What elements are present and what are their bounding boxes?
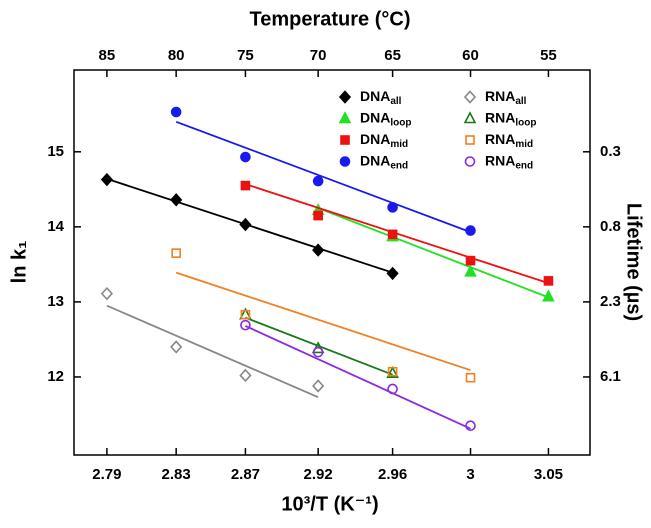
point (312, 243, 325, 257)
point (387, 202, 398, 213)
x2-tick-label: 55 (540, 47, 557, 64)
point (465, 225, 476, 236)
point (386, 365, 399, 378)
point (312, 346, 324, 358)
point (464, 264, 477, 277)
legend-subscript: all (390, 96, 401, 107)
point (465, 255, 476, 266)
x-tick-label: 3 (466, 466, 474, 483)
point (170, 106, 182, 118)
point (463, 111, 477, 124)
legend-name: RNA (485, 131, 515, 147)
legend-label: DNAmid (360, 131, 408, 150)
x2-tick-label: 60 (462, 47, 479, 64)
legend-subscript: mid (390, 139, 408, 150)
fit-line (245, 325, 471, 430)
point (240, 151, 251, 163)
point (313, 210, 323, 221)
y2-tick-label: 0.8 (600, 218, 621, 235)
point (338, 90, 352, 104)
point (100, 172, 113, 187)
fit-line (175, 120, 471, 233)
x-tick-label: 2.79 (92, 466, 121, 483)
legend-subscript: loop (515, 117, 536, 128)
x-axis-label: 10³/T (K⁻¹) (281, 493, 378, 515)
legend-name: RNA (485, 109, 515, 125)
y2-axis-label: Lifetime (µs) (623, 203, 645, 321)
point (100, 286, 113, 301)
x2-tick-label: 80 (168, 47, 185, 64)
legend-name: RNA (485, 152, 515, 168)
legend-name: DNA (360, 152, 390, 168)
chart-title: Temperature (°C) (250, 8, 411, 30)
x-tick-label: 2.87 (231, 466, 260, 483)
point (239, 368, 252, 383)
plot-frame (73, 69, 591, 456)
point (465, 135, 475, 145)
y-tick-label: 15 (47, 143, 64, 160)
legend-subscript: loop (390, 117, 411, 128)
x2-tick-label: 70 (310, 47, 327, 64)
legend-label: DNAloop (360, 109, 411, 128)
x-tick-label: 3.05 (534, 466, 563, 483)
point (386, 266, 399, 281)
legend-label: RNAall (485, 88, 527, 107)
legend-name: DNA (360, 131, 390, 147)
y-tick-label: 12 (47, 368, 64, 385)
y2-tick-label: 2.3 (600, 293, 621, 310)
legend-name: DNA (360, 109, 390, 125)
point (387, 366, 398, 377)
point (170, 193, 183, 207)
x2-tick-label: 85 (99, 47, 116, 64)
fit-line (317, 207, 549, 299)
legend-label: DNAall (360, 88, 402, 107)
point (465, 372, 476, 383)
point (338, 111, 352, 124)
y2-tick-label: 0.3 (600, 143, 621, 160)
point (239, 217, 252, 232)
x-tick-label: 2.96 (378, 466, 407, 483)
legend-subscript: mid (515, 139, 533, 150)
fit-line (175, 271, 471, 372)
point (463, 90, 477, 104)
point (170, 340, 183, 354)
x-tick-label: 2.92 (304, 466, 333, 483)
point (387, 383, 398, 395)
fit-line (106, 304, 319, 399)
point (240, 180, 251, 191)
point (312, 379, 325, 393)
point (543, 276, 554, 286)
point (340, 135, 350, 145)
x2-tick-label: 75 (237, 47, 254, 64)
point (312, 175, 324, 187)
point (339, 156, 351, 167)
y-axis-label: ln k₁ (8, 241, 30, 284)
legend-subscript: end (390, 160, 408, 171)
legend-subscript: all (515, 96, 526, 107)
y-tick-label: 13 (47, 293, 64, 310)
point (240, 309, 251, 320)
x-tick-label: 2.83 (162, 466, 191, 483)
legend-name: DNA (360, 88, 390, 104)
legend-label: RNAloop (485, 109, 536, 128)
point (542, 289, 555, 302)
legend-label: DNAend (360, 152, 408, 171)
point (465, 420, 476, 432)
legend-label: RNAmid (485, 131, 533, 150)
legend-label: RNAend (485, 152, 533, 171)
x2-tick-label: 65 (384, 47, 401, 64)
legend-subscript: end (515, 160, 533, 171)
y-tick-label: 14 (47, 218, 64, 235)
point (240, 319, 251, 331)
legend-name: RNA (485, 88, 515, 104)
point (464, 156, 476, 167)
y2-tick-label: 6.1 (600, 368, 621, 385)
point (387, 229, 398, 240)
point (171, 248, 181, 258)
